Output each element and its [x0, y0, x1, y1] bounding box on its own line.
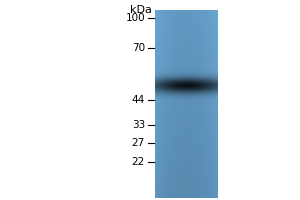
Text: 27: 27: [132, 138, 145, 148]
Text: 22: 22: [132, 157, 145, 167]
Text: 33: 33: [132, 120, 145, 130]
Text: kDa: kDa: [130, 5, 152, 15]
Text: 70: 70: [132, 43, 145, 53]
Text: 44: 44: [132, 95, 145, 105]
Text: 100: 100: [125, 13, 145, 23]
